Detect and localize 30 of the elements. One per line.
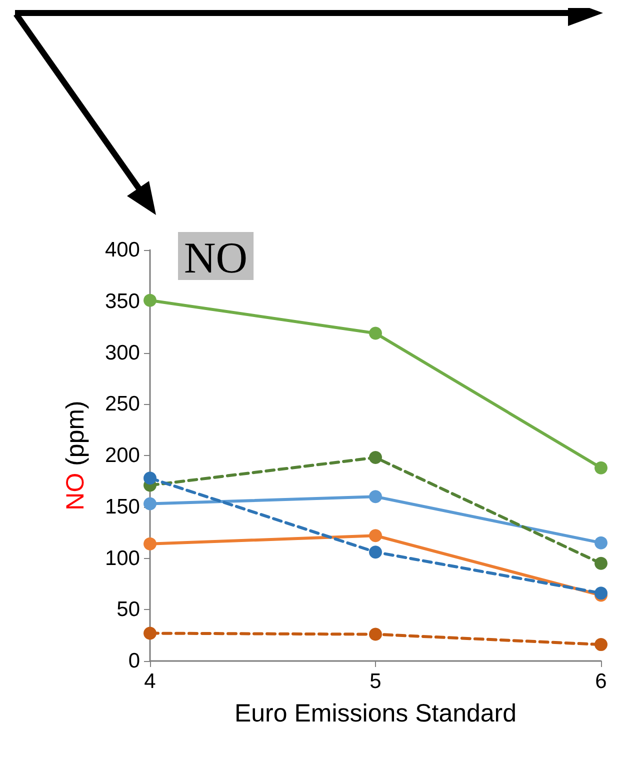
y-tick-label: 400 xyxy=(104,238,140,262)
x-tick-label: 6 xyxy=(595,670,607,693)
point xyxy=(369,529,382,542)
x-tick-label: 4 xyxy=(144,670,156,693)
y-tick-label: 300 xyxy=(104,341,140,364)
point xyxy=(594,536,608,550)
point xyxy=(594,638,608,652)
y-tick-label: 0 xyxy=(128,650,140,672)
y-tick-label: 50 xyxy=(116,598,140,622)
y-axis-title: NO (ppm) xyxy=(62,400,90,510)
point xyxy=(144,294,156,307)
point xyxy=(369,326,382,340)
y-tick-label: 350 xyxy=(104,290,140,313)
point xyxy=(369,451,382,464)
point xyxy=(144,497,156,510)
y-tick-label: 250 xyxy=(104,392,140,416)
x-tick-label: 5 xyxy=(370,670,382,693)
point xyxy=(594,461,608,474)
point xyxy=(144,472,156,485)
point xyxy=(369,490,382,504)
y-tick-label: 100 xyxy=(104,546,140,570)
x-axis-title: Euro Emissions Standard xyxy=(234,700,517,728)
point xyxy=(369,628,382,641)
chart-title: NO xyxy=(184,234,248,282)
point xyxy=(369,546,382,559)
y-tick-label: 200 xyxy=(104,444,140,467)
point xyxy=(144,626,156,640)
point xyxy=(594,556,608,570)
point xyxy=(144,537,156,550)
y-tick-label: 150 xyxy=(104,495,140,518)
